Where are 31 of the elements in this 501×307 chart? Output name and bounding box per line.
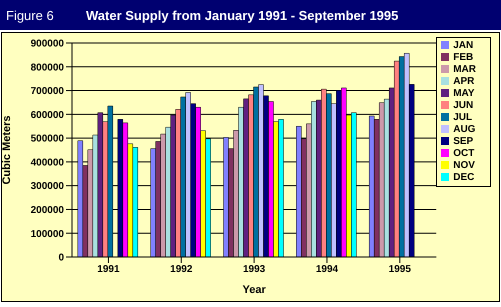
caption: Figure 6 (6, 8, 55, 22)
legend-label: JUL (453, 112, 472, 123)
x-tick-label: 1994 (316, 264, 339, 276)
legend-label: JUN (453, 100, 474, 111)
y-axis-title: Cubic Meters (0, 115, 13, 185)
legend-label: OCT (453, 148, 474, 159)
legend-label: FEB (453, 52, 474, 63)
y-tick-label: 100000 (30, 228, 64, 240)
legend-label: MAY (453, 88, 475, 99)
legend-label: MAR (453, 64, 476, 75)
y-tick-label: 0 (58, 252, 64, 264)
y-tick-label: 200000 (30, 204, 64, 216)
x-axis-title: Year (242, 284, 266, 296)
y-tick-label: 700000 (30, 86, 64, 98)
x-tick-label: 1992 (170, 264, 193, 276)
chart-title: Water Supply from January 1991 - September 1995 (86, 8, 398, 22)
y-tick-label: 300000 (30, 181, 64, 192)
y-tick-label: 800000 (30, 62, 64, 74)
legend-label: AUG (453, 124, 476, 135)
y-tick-label: 900000 (30, 38, 64, 50)
legend-label: APR (453, 76, 474, 87)
legend-label: DEC (453, 172, 474, 183)
x-tick-label: 1995 (388, 264, 412, 276)
y-tick-label: 400000 (30, 157, 64, 168)
y-tick-label: 500000 (30, 134, 64, 145)
x-tick-label: 1991 (97, 264, 120, 276)
legend-label: NOV (453, 160, 475, 171)
x-tick-label: 1993 (242, 264, 266, 276)
legend-label: SEP (453, 136, 474, 147)
legend-label: JAN (453, 40, 474, 51)
y-tick-label: 600000 (30, 110, 64, 121)
